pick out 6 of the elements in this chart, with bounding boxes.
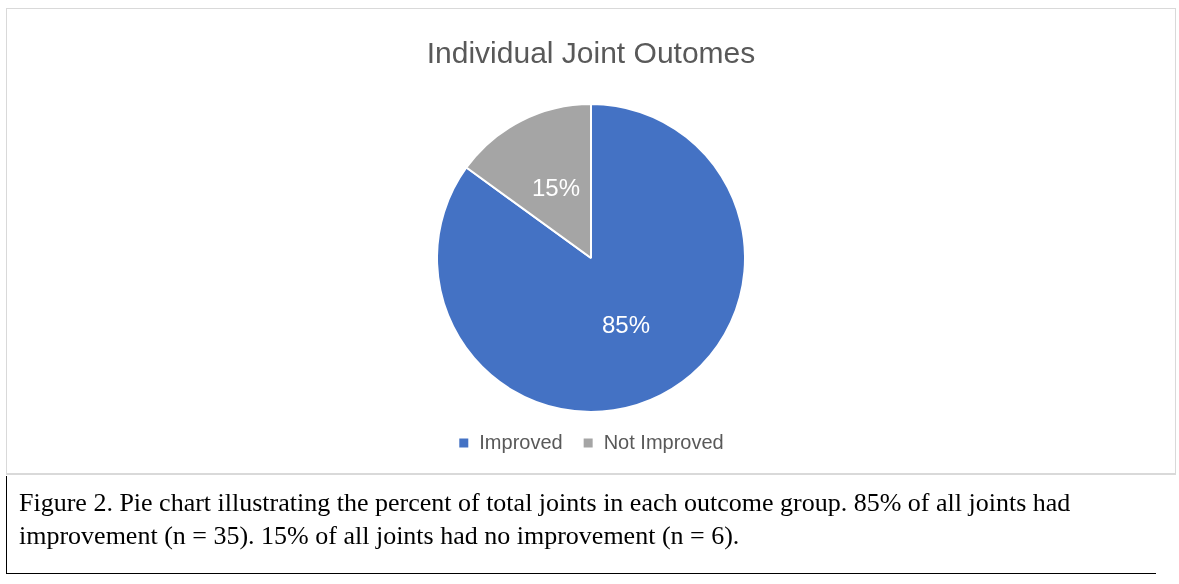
legend-label: Improved	[479, 430, 563, 453]
chart-title: Individual Joint Outomes	[426, 36, 756, 70]
caption: Figure 2. Pie chart illustrating the percent of total joints in each outcome group. 85% of all joints had improvement (n = 35). 15% of all joints had no improvement (n = 6).	[6, 476, 1156, 574]
data-label: 15%	[532, 174, 581, 202]
legend-label: Not Improved	[603, 430, 724, 453]
data-label: 85%	[601, 311, 650, 339]
